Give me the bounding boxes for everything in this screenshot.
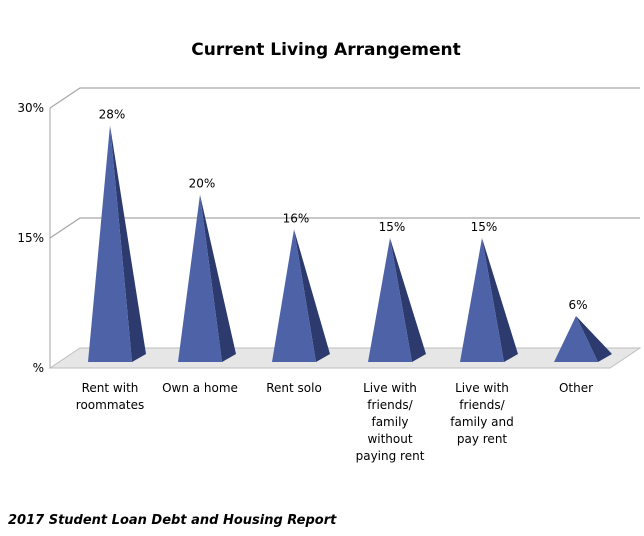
data-label: 6% — [568, 298, 587, 312]
category-label-line: family and — [450, 415, 513, 429]
y-tick-label: 15% — [17, 231, 44, 245]
bar-front — [178, 194, 222, 362]
y-tick-label: 30% — [17, 101, 44, 115]
category-label-line: Other — [559, 381, 593, 395]
category-label-line: Rent with — [82, 381, 139, 395]
data-label: 15% — [471, 220, 498, 234]
bar-side — [482, 238, 518, 362]
bar-side — [576, 316, 612, 362]
category-label-line: Live with — [363, 381, 417, 395]
category-label: Live with friends/family without paying ren… — [356, 381, 425, 463]
bar — [460, 238, 518, 362]
data-label: 15% — [379, 220, 406, 234]
category-label-line: pay rent — [457, 432, 508, 446]
category-label-line: Own a home — [162, 381, 238, 395]
bar-side — [390, 238, 426, 362]
category-label-line: Rent solo — [266, 381, 322, 395]
category-label-line: roommates — [76, 398, 144, 412]
category-label-line: paying rent — [356, 449, 425, 463]
category-label-line: Live with — [455, 381, 509, 395]
bar-side — [200, 194, 236, 362]
source-footer: 2017 Student Loan Debt and Housing Repor… — [8, 513, 337, 528]
category-label: Live with friends/family and pay rent — [450, 381, 513, 446]
category-label-line: friends/ — [459, 398, 505, 412]
bar-front — [554, 316, 598, 362]
bar-front — [272, 229, 316, 362]
category-label-line: family — [371, 415, 408, 429]
bar — [178, 194, 236, 362]
bar — [88, 125, 146, 362]
category-label: Other — [559, 381, 593, 395]
data-label: 20% — [189, 177, 216, 191]
bar-front — [88, 125, 132, 362]
category-label: Rent with roommates — [76, 381, 144, 412]
category-labels: Rent with roommates Own a home Rent solo Liv… — [76, 381, 593, 463]
gridline — [49, 87, 640, 109]
gridline — [49, 217, 640, 239]
category-label: Own a home — [162, 381, 238, 395]
bar — [554, 316, 612, 362]
bar — [272, 229, 330, 362]
category-label: Rent solo — [266, 381, 322, 395]
y-tick-label: % — [33, 361, 44, 375]
bar — [368, 238, 426, 362]
chart-title: Current Living Arrangement — [191, 40, 460, 60]
bar-side — [110, 125, 146, 362]
data-label: 28% — [99, 107, 126, 121]
data-labels: 28% 20% 16% 15% 15% 6% — [99, 107, 588, 312]
category-label-line: friends/ — [367, 398, 413, 412]
bar-front — [460, 238, 504, 362]
category-label-line: without — [367, 432, 412, 446]
data-label: 16% — [283, 211, 310, 225]
chart-bars — [88, 125, 612, 362]
bar-side — [294, 229, 330, 362]
bar-front — [368, 238, 412, 362]
